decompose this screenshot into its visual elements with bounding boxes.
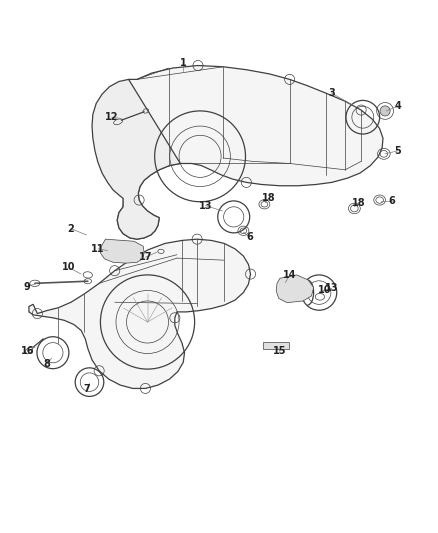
- Polygon shape: [100, 239, 144, 263]
- Text: 18: 18: [262, 193, 276, 204]
- Text: 6: 6: [389, 196, 396, 206]
- Text: 5: 5: [394, 146, 401, 156]
- Text: 2: 2: [67, 224, 74, 233]
- Text: 14: 14: [283, 270, 297, 280]
- Polygon shape: [117, 66, 383, 239]
- Polygon shape: [29, 239, 251, 389]
- Text: 11: 11: [91, 244, 105, 254]
- Text: 7: 7: [83, 384, 90, 394]
- Text: 8: 8: [43, 359, 50, 369]
- Text: 16: 16: [21, 346, 35, 357]
- Text: 6: 6: [246, 232, 253, 242]
- Bar: [263, 342, 289, 349]
- Text: 13: 13: [199, 200, 212, 211]
- Text: 1: 1: [180, 58, 187, 68]
- Text: 17: 17: [139, 252, 152, 262]
- Text: 10: 10: [62, 262, 75, 272]
- Text: 9: 9: [23, 281, 30, 292]
- Polygon shape: [92, 79, 180, 239]
- Text: 12: 12: [105, 112, 119, 122]
- Text: 3: 3: [328, 88, 335, 98]
- Text: 13: 13: [325, 284, 339, 293]
- Text: 15: 15: [273, 346, 287, 357]
- Text: 4: 4: [394, 101, 401, 111]
- Circle shape: [380, 106, 390, 116]
- Text: 10: 10: [318, 285, 332, 295]
- Polygon shape: [276, 275, 314, 303]
- Text: 18: 18: [352, 198, 365, 207]
